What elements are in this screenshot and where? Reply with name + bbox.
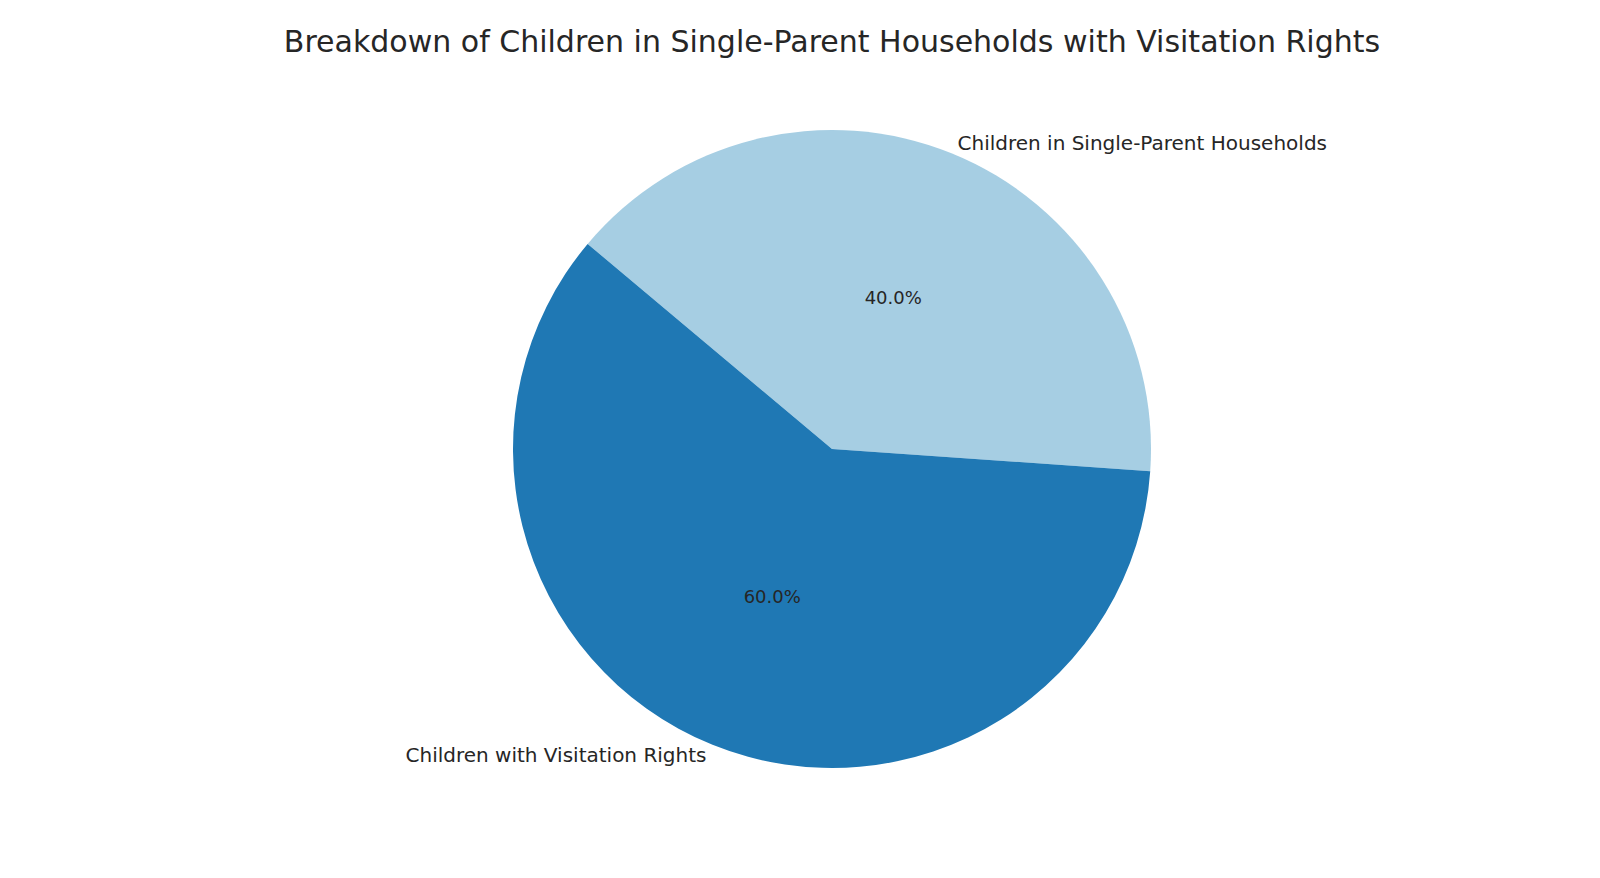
svg-text:60.0%: 60.0% xyxy=(744,586,801,607)
svg-text:40.0%: 40.0% xyxy=(865,287,922,308)
svg-text:Children in Single-Parent Hous: Children in Single-Parent Households xyxy=(957,131,1327,155)
svg-text:Children with Visitation Right: Children with Visitation Rights xyxy=(406,743,707,767)
svg-text:Breakdown of Children in Singl: Breakdown of Children in Single-Parent H… xyxy=(284,24,1380,59)
